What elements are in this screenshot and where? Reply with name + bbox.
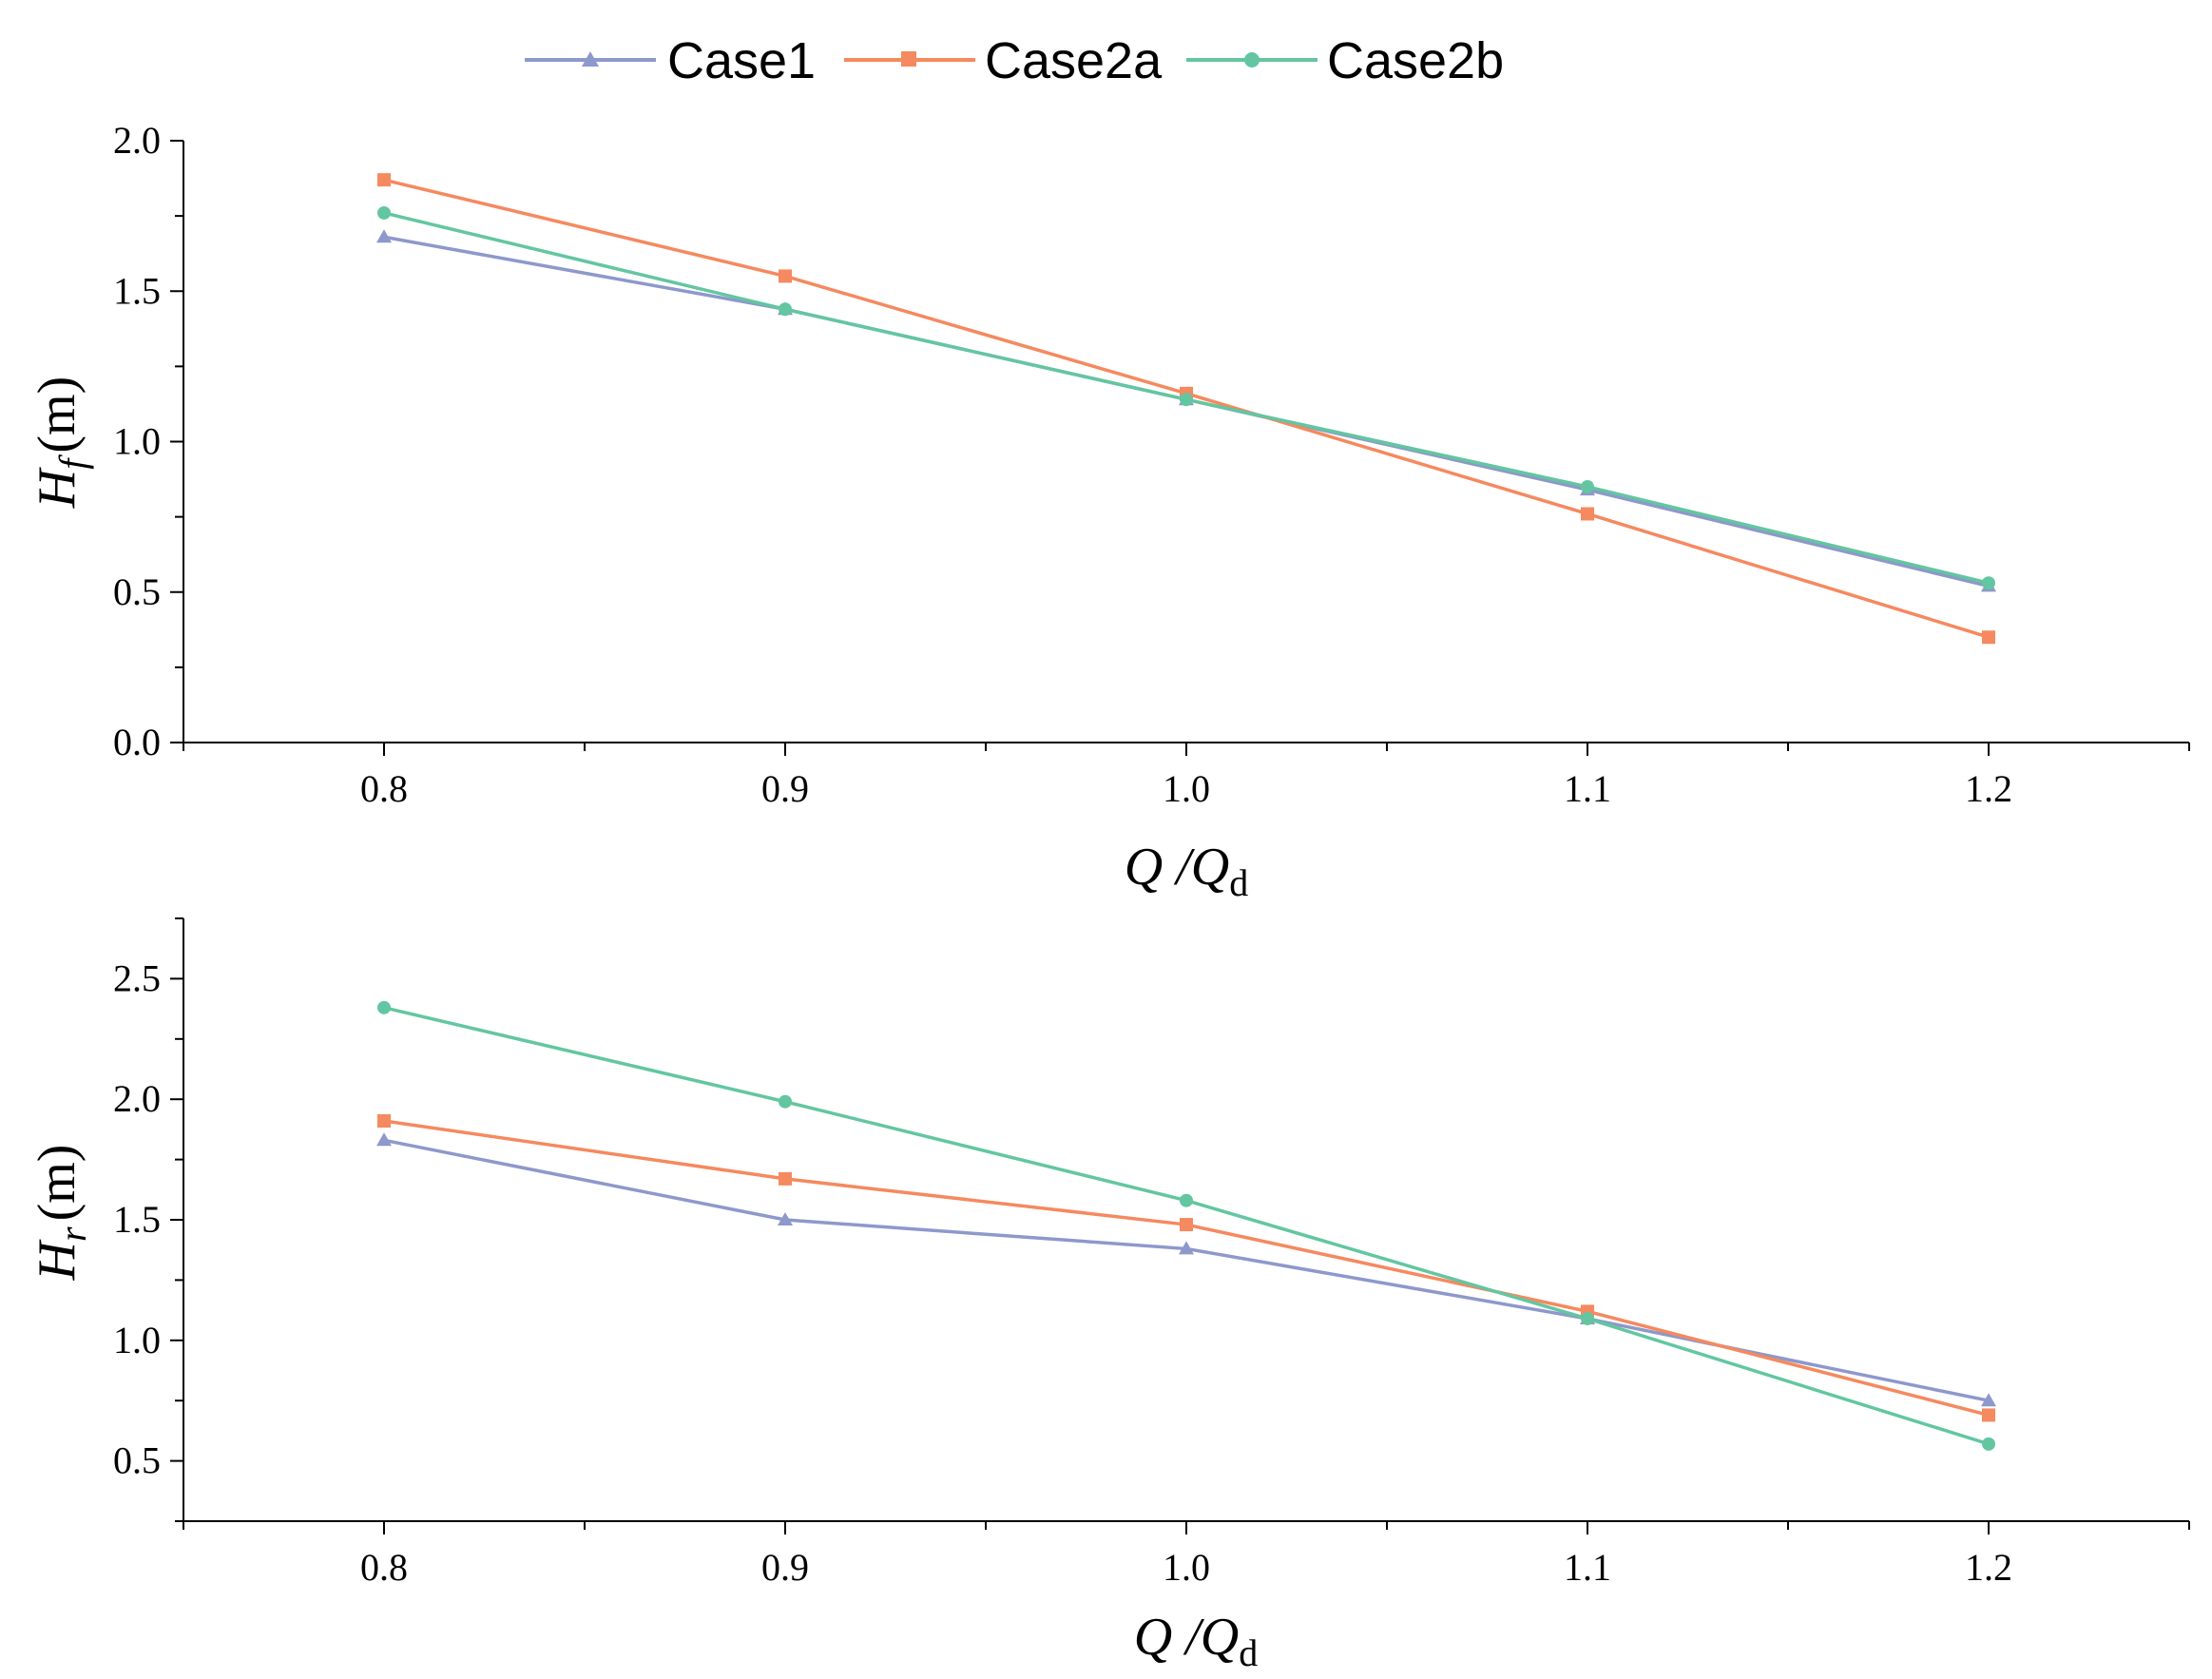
data-point-case2b <box>1180 1193 1193 1207</box>
data-point-case2b <box>377 1000 391 1014</box>
axis-ticks <box>170 140 2190 756</box>
data-point-case2b <box>779 302 792 317</box>
data-point-case2b <box>377 205 391 220</box>
legend-item-case1: Case1 <box>525 32 816 89</box>
chart-hr: 0.5 1.0 1.5 2.0 2.5 0.8 0.9 1.0 1.1 1.2 … <box>28 917 2190 1674</box>
data-point-case2a <box>377 1114 391 1129</box>
series-line-case1 <box>383 1138 1990 1402</box>
x-axis-title: Q /Qd <box>1134 1608 1258 1674</box>
y-tick-labels: 0.0 0.5 1.0 1.5 2.0 <box>113 119 161 763</box>
data-point-case1 <box>778 1212 793 1225</box>
x-axis-title: Q /Qd <box>1125 838 1248 904</box>
x-tick-labels: 0.8 0.9 1.0 1.1 1.2 <box>360 1546 2012 1589</box>
legend-item-case2a: Case2a <box>844 32 1163 89</box>
chart-hf: 0.0 0.5 1.0 1.5 2.0 0.8 0.9 1.0 1.1 1.2 … <box>28 119 2190 904</box>
data-point-case2a <box>1581 507 1594 521</box>
legend-label-case2a: Case2a <box>985 32 1163 89</box>
data-point-case2a <box>377 173 391 187</box>
y-tick-label: 0.5 <box>113 570 161 613</box>
legend-label-case1: Case1 <box>667 32 816 89</box>
legend-item-case2b: Case2b <box>1186 32 1504 89</box>
x-tick-label: 0.9 <box>761 767 809 810</box>
x-tick-label: 1.2 <box>1965 767 2012 810</box>
y-tick-label: 0.0 <box>113 721 161 763</box>
x-tick-label: 1.1 <box>1564 767 1611 810</box>
x-tick-label: 1.1 <box>1564 1546 1611 1589</box>
x-tick-label: 1.0 <box>1163 767 1210 810</box>
y-tick-label: 1.5 <box>113 269 161 312</box>
series-line-case2a <box>383 1119 1990 1418</box>
y-axis-title: Hf(m) <box>28 376 94 509</box>
y-tick-label: 2.0 <box>113 1077 161 1120</box>
y-axis-title: Hr(m) <box>28 1145 94 1282</box>
x-tick-label: 0.9 <box>761 1546 809 1589</box>
data-point-case2a <box>779 1171 792 1186</box>
y-tick-label: 2.0 <box>113 119 161 162</box>
y-tick-label: 1.0 <box>113 420 161 463</box>
data-point-case2b <box>1982 1437 1995 1451</box>
data-point-case2b <box>1180 393 1193 407</box>
series-group <box>376 173 1996 645</box>
data-point-case2a <box>779 269 792 283</box>
x-tick-label: 1.2 <box>1965 1546 2012 1589</box>
x-tick-label: 1.0 <box>1163 1546 1210 1589</box>
y-tick-label: 0.5 <box>113 1439 161 1482</box>
x-tick-label: 0.8 <box>360 1546 408 1589</box>
data-point-case1 <box>376 1132 392 1147</box>
x-tick-labels: 0.8 0.9 1.0 1.1 1.2 <box>360 767 2012 810</box>
data-point-case2a <box>1982 1408 1995 1422</box>
x-tick-label: 0.8 <box>360 767 408 810</box>
data-point-case1 <box>376 229 392 243</box>
legend-label-case2b: Case2b <box>1327 32 1504 89</box>
series-group <box>376 1000 1996 1451</box>
data-point-case2b <box>1982 576 1995 590</box>
data-point-case1 <box>1179 1241 1194 1255</box>
series-line-case2a <box>383 178 1990 639</box>
y-tick-label: 1.0 <box>113 1319 161 1361</box>
axis-ticks <box>170 917 2190 1534</box>
y-tick-label: 1.5 <box>113 1198 161 1241</box>
data-point-case2b <box>1581 479 1594 493</box>
data-point-case2a <box>1180 1218 1193 1232</box>
data-point-case1 <box>1981 1393 1996 1407</box>
y-tick-labels: 0.5 1.0 1.5 2.0 2.5 <box>113 956 161 1481</box>
data-point-case2b <box>1581 1311 1594 1325</box>
legend: Case1 Case2a Case2b <box>525 32 1504 89</box>
data-point-case2b <box>779 1094 792 1109</box>
y-tick-label: 2.5 <box>113 956 161 999</box>
series-line-case1 <box>383 235 1990 589</box>
data-point-case2a <box>1982 630 1995 645</box>
